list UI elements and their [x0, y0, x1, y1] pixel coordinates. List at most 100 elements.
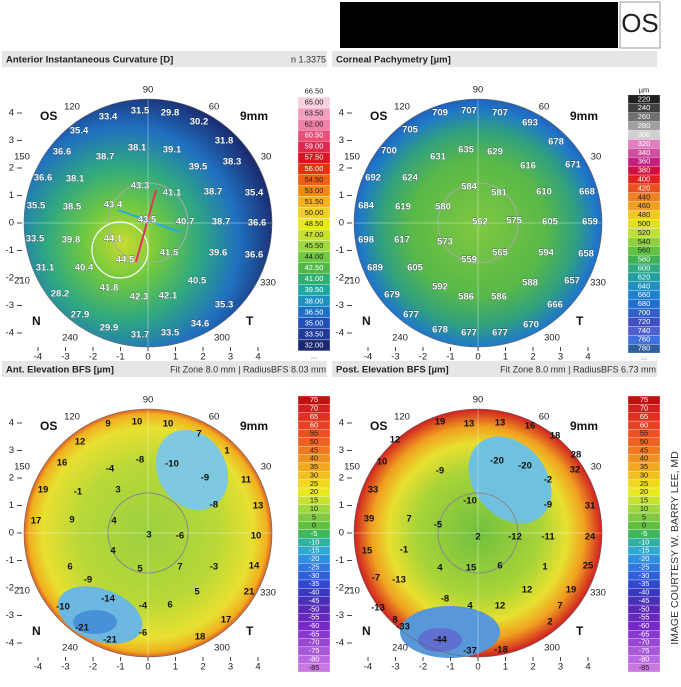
degree-label: 300	[544, 643, 560, 654]
map-value: 677	[403, 310, 419, 321]
y-tick-label: 0	[339, 218, 344, 229]
scale-label: 20	[640, 487, 648, 496]
degree-label: 150	[344, 152, 360, 163]
degree-label: 60	[539, 412, 550, 423]
map-value: 21	[244, 587, 255, 598]
map-value: 31.7	[131, 330, 150, 341]
scale-label: 48.50	[305, 219, 324, 228]
map-value: -13	[392, 575, 406, 586]
scale-label: 45	[310, 445, 318, 454]
size-label: 9mm	[570, 109, 598, 123]
x-tick-label: -3	[391, 662, 399, 673]
degree-label: 210	[14, 586, 30, 597]
scale-label: 59.00	[305, 142, 324, 151]
scale-label: -25	[639, 562, 650, 571]
map-value: 33.5	[161, 328, 180, 339]
scale-label: -20	[309, 554, 320, 563]
scale-label: 30	[640, 470, 648, 479]
y-tick-label: 0	[9, 528, 14, 539]
degree-label: 90	[473, 85, 484, 96]
panel-info: n 1.3375	[291, 54, 326, 64]
map-value: 13	[495, 418, 506, 429]
scale-label: 40	[640, 454, 648, 463]
degree-label: 300	[214, 333, 230, 344]
eye-label: OS	[370, 419, 387, 433]
nasal-label: N	[32, 624, 41, 638]
map-value: 2	[475, 532, 480, 543]
scale-label: 60	[640, 420, 648, 429]
scale-label: 45.50	[305, 241, 324, 250]
scale-label: -10	[639, 537, 650, 546]
nasal-label: N	[362, 314, 371, 328]
map-value: 2	[547, 617, 552, 628]
y-tick-label: 3	[9, 135, 14, 146]
map-value: -3	[210, 562, 218, 573]
y-tick-label: 1	[9, 500, 14, 511]
degree-label: 210	[344, 586, 360, 597]
scale-label: 44.00	[305, 252, 324, 261]
x-tick-label: -1	[446, 662, 454, 673]
scale-label: 0	[642, 521, 646, 530]
scale-label: 32.00	[305, 340, 324, 349]
scale-label: 65.00	[305, 98, 324, 107]
map-value: 4	[437, 563, 443, 574]
scale-label: -35	[309, 579, 320, 588]
map-value: 35.4	[245, 188, 264, 199]
y-tick-label: 3	[339, 135, 344, 146]
map-value: 7	[196, 429, 201, 440]
scale-label: -50	[309, 604, 320, 613]
map-value: 6	[167, 600, 172, 611]
x-tick-label: 3	[228, 352, 233, 363]
scale-label: -30	[639, 571, 650, 580]
map-value: 18	[550, 431, 561, 442]
panel-info: Fit Zone 8.0 mm | RadiusBFS 8.03 mm	[170, 364, 326, 374]
degree-label: 240	[62, 643, 78, 654]
map-value: 6	[67, 562, 72, 573]
scale-label: 62.00	[305, 120, 324, 129]
map-value: 678	[548, 137, 564, 148]
map-value: -18	[494, 645, 508, 656]
scale-label: -75	[639, 646, 650, 655]
x-tick-label: 2	[530, 352, 535, 363]
y-tick-label: 1	[9, 190, 14, 201]
x-tick-label: -3	[61, 352, 69, 363]
scale-label: -60	[309, 621, 320, 630]
map-value: -20	[518, 461, 532, 472]
scale-label: 70	[640, 404, 648, 413]
scale-label: 47.00	[305, 230, 324, 239]
degree-label: 150	[344, 462, 360, 473]
scale-label: µm	[639, 85, 650, 94]
map-value: 33.4	[99, 112, 118, 123]
scale-label: 39.50	[305, 285, 324, 294]
scale-label: -25	[309, 562, 320, 571]
y-tick-label: -1	[6, 245, 14, 256]
map-value: 38.5	[63, 202, 82, 213]
x-tick-label: 2	[200, 662, 205, 673]
scale-label: 480	[638, 210, 651, 219]
map-value: -8	[136, 455, 144, 466]
map-value: 41.8	[100, 283, 119, 294]
scale-label: ...	[311, 351, 317, 360]
map-value: 28.2	[51, 289, 70, 300]
scale-label: 20	[310, 487, 318, 496]
map-value: 19	[435, 417, 446, 428]
scale-label: 75	[640, 395, 648, 404]
size-label: 9mm	[570, 419, 598, 433]
map-value: -6	[139, 628, 147, 639]
map-value: 10	[163, 419, 174, 430]
scale-label: 33.50	[305, 329, 324, 338]
map-value: 39.1	[163, 145, 182, 156]
scale-label: 41.00	[305, 274, 324, 283]
map-value: 631	[430, 152, 447, 163]
scale-label: -55	[639, 613, 650, 622]
scale-label: -5	[641, 529, 648, 538]
degree-label: 240	[392, 333, 408, 344]
map-value: 7	[557, 601, 562, 612]
title-bar	[2, 51, 327, 67]
scale-label: 340	[638, 148, 651, 157]
map-value: 39	[364, 514, 375, 525]
map-value: 684	[358, 201, 375, 212]
map-value: 13	[253, 501, 264, 512]
scale-label: 0	[312, 521, 316, 530]
map-value: 28	[571, 450, 582, 461]
